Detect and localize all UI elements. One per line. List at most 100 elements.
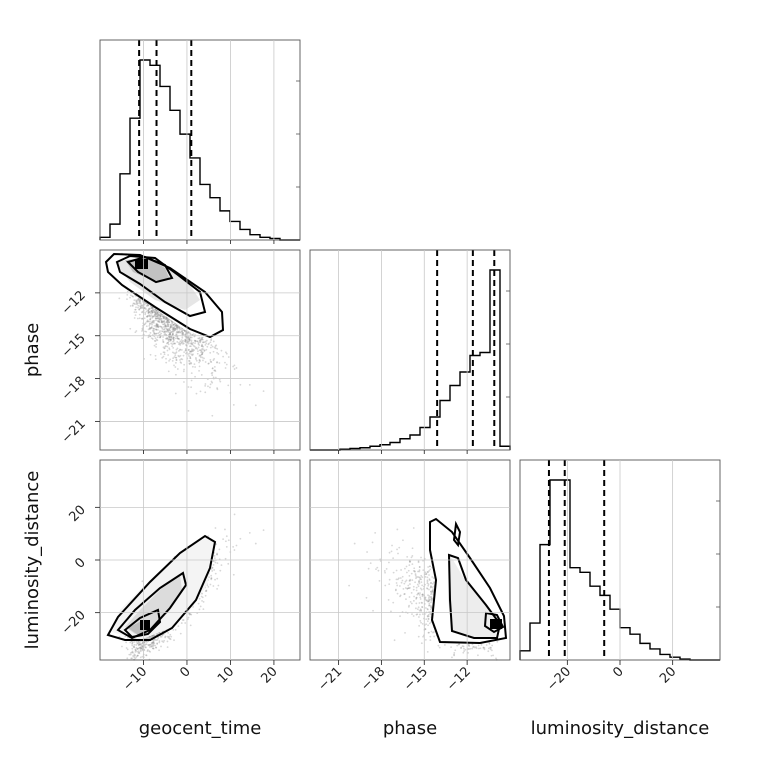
scatter-point	[418, 569, 421, 572]
scatter-point	[173, 329, 176, 332]
scatter-point	[137, 647, 140, 650]
scatter-point	[207, 385, 209, 388]
scatter-point	[169, 329, 172, 332]
scatter-point	[133, 311, 136, 314]
scatter-point	[136, 299, 139, 302]
scatter-point	[489, 648, 492, 651]
scatter-point	[154, 317, 157, 320]
scatter-point	[194, 339, 196, 342]
scatter-point	[151, 311, 154, 313]
scatter-point	[211, 374, 214, 377]
scatter-point	[171, 321, 174, 324]
scatter-point	[412, 615, 415, 617]
scatter-point	[427, 600, 429, 603]
scatter-point	[178, 355, 181, 358]
scatter-point	[189, 342, 192, 345]
scatter-point	[148, 308, 151, 311]
scatter-point	[143, 323, 146, 326]
scatter-point	[156, 315, 159, 318]
scatter-point	[430, 585, 432, 588]
scatter-point	[418, 582, 421, 585]
scatter-point	[163, 330, 166, 333]
scatter-point	[134, 650, 137, 653]
scatter-point	[418, 616, 420, 618]
scatter-point	[188, 613, 191, 616]
scatter-point	[144, 302, 147, 305]
scatter-point	[159, 336, 162, 338]
scatter-point	[185, 335, 187, 338]
scatter-point	[410, 592, 413, 594]
scatter-point	[166, 321, 169, 324]
scatter-point	[213, 346, 216, 349]
scatter-point	[139, 643, 141, 646]
scatter-point	[146, 640, 149, 643]
scatter-point	[164, 318, 167, 320]
scatter-point	[135, 656, 138, 658]
scatter-point	[233, 364, 236, 367]
scatter-point	[210, 577, 213, 580]
scatter-point	[156, 313, 159, 316]
scatter-point	[199, 338, 202, 341]
scatter-point	[160, 318, 163, 320]
scatter-point	[164, 331, 166, 334]
scatter-point	[171, 332, 174, 335]
scatter-point	[167, 325, 170, 327]
scatter-point	[395, 588, 397, 591]
scatter-point	[134, 649, 137, 652]
scatter-point	[170, 635, 173, 638]
scatter-point	[138, 308, 141, 311]
scatter-point	[405, 579, 408, 582]
scatter-point	[178, 331, 181, 334]
scatter-point	[157, 325, 160, 328]
scatter-point	[420, 556, 422, 559]
scatter-point	[171, 359, 174, 362]
scatter-point	[429, 604, 432, 607]
scatter-point	[172, 324, 175, 326]
scatter-point	[239, 383, 242, 386]
scatter-point	[366, 551, 368, 553]
scatter-point	[213, 365, 216, 368]
scatter-point	[433, 630, 435, 633]
scatter-point	[182, 339, 184, 342]
scatter-point	[429, 596, 432, 599]
scatter-point	[165, 333, 167, 336]
scatter-point	[232, 545, 235, 548]
scatter-point	[141, 645, 144, 648]
scatter-point	[141, 655, 144, 658]
scatter-point	[195, 346, 198, 349]
scatter-point	[210, 574, 213, 577]
scatter-point	[174, 628, 177, 631]
scatter-point	[428, 579, 431, 582]
scatter-point	[199, 605, 202, 608]
scatter-point	[397, 578, 399, 581]
scatter-point	[144, 312, 147, 314]
scatter-point	[204, 590, 207, 593]
scatter-point	[425, 573, 428, 576]
scatter-point	[161, 323, 164, 326]
scatter-point	[189, 361, 192, 364]
scatter-point	[152, 640, 155, 643]
scatter-point	[475, 647, 478, 650]
scatter-point	[194, 339, 197, 342]
scatter-point	[148, 650, 151, 652]
scatter-point	[429, 586, 432, 589]
scatter-point	[146, 315, 149, 318]
scatter-point	[158, 318, 161, 320]
scatter-point	[177, 337, 179, 340]
scatter-point	[462, 645, 465, 648]
scatter-point	[170, 320, 173, 323]
scatter-point	[428, 622, 431, 625]
scatter-point	[224, 557, 227, 560]
scatter-point	[162, 331, 165, 334]
scatter-point	[151, 306, 153, 309]
scatter-point	[151, 642, 154, 644]
scatter-point	[430, 598, 433, 601]
scatter-point	[165, 361, 168, 364]
scatter-point	[153, 344, 156, 347]
scatter-point	[193, 363, 196, 366]
scatter-point	[422, 635, 424, 638]
scatter-point	[180, 339, 183, 341]
scatter-point	[207, 585, 210, 588]
scatter-point	[414, 573, 417, 575]
scatter-point	[175, 326, 178, 329]
